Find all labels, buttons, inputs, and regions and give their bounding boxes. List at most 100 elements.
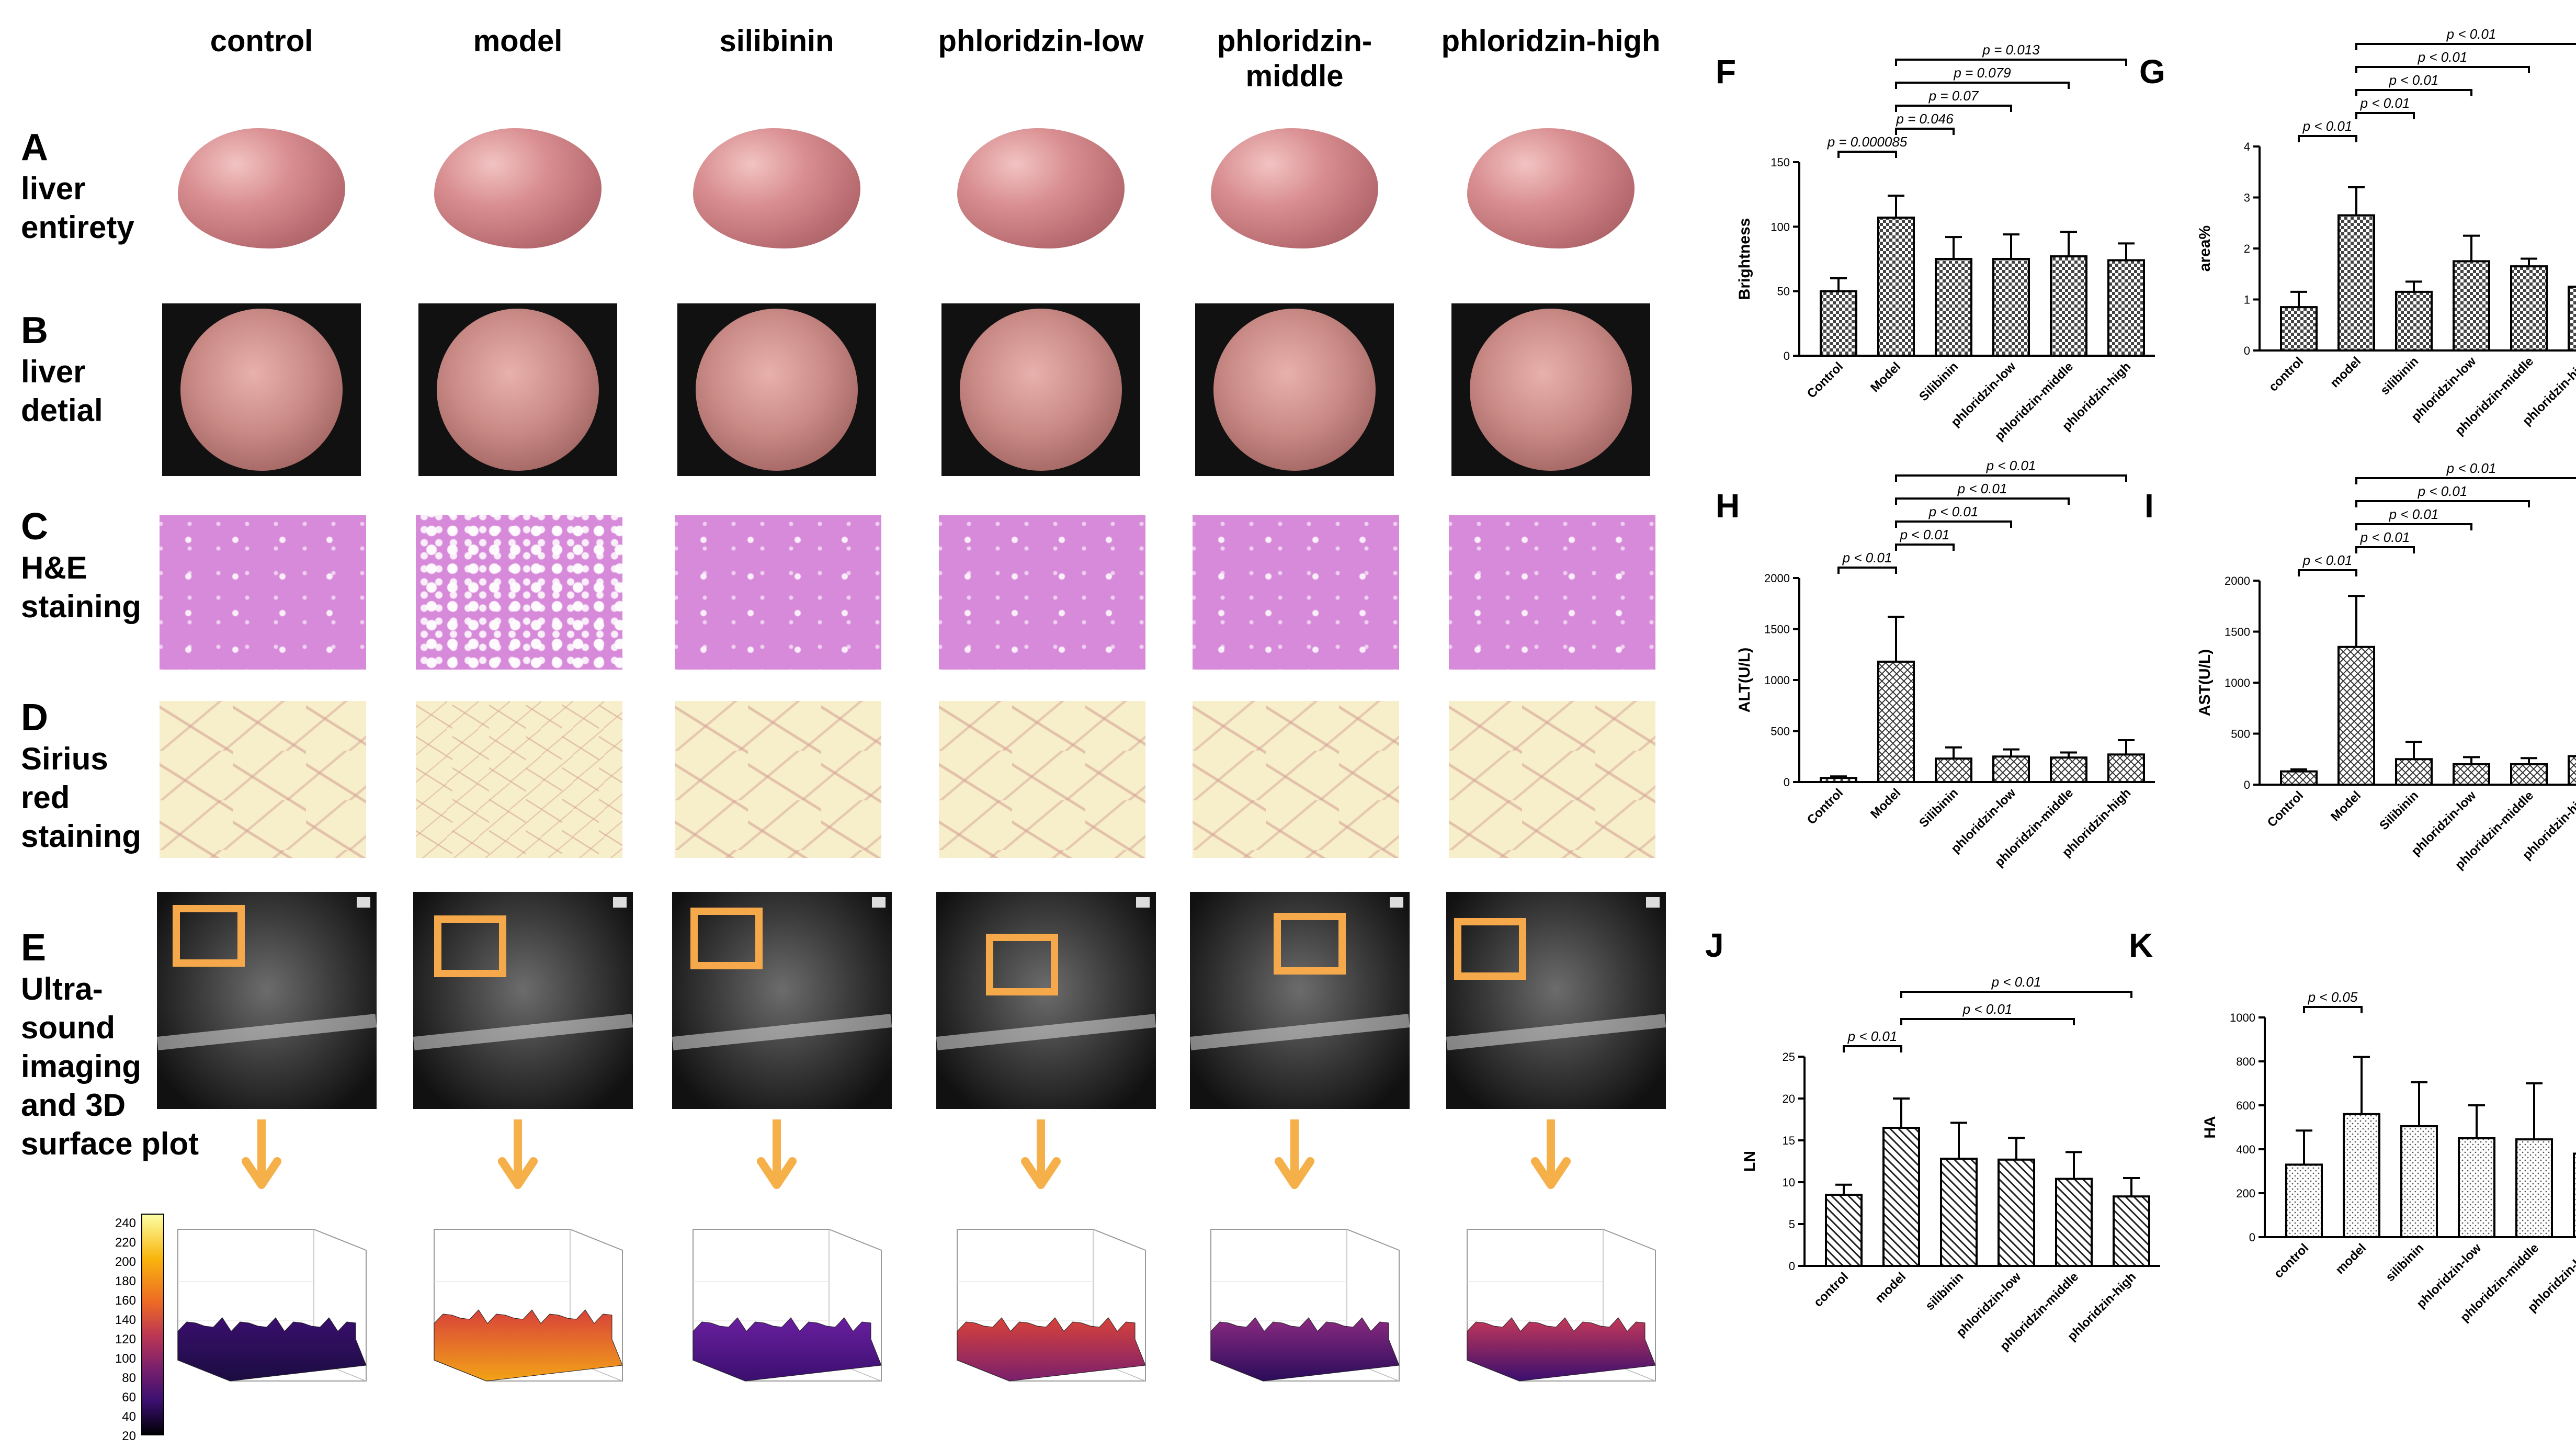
p-value-label: p < 0.01	[2360, 95, 2410, 111]
he-stain-image-phloridzin-middle	[1193, 515, 1399, 670]
row-label-line: Sirius	[21, 741, 108, 776]
surface-plot-phloridzin-low	[957, 1229, 1146, 1382]
row-label-line: entirety	[21, 210, 134, 245]
y-tick-label: 200	[2236, 1187, 2255, 1200]
p-value-label: p < 0.01	[2446, 460, 2496, 476]
roi-box	[690, 908, 763, 969]
colorbar-tick: 60	[122, 1390, 136, 1405]
y-axis-label: HA	[2201, 1116, 2219, 1138]
roi-box	[986, 934, 1058, 995]
sirius-red-image-phloridzin-high	[1449, 701, 1655, 858]
row-label-e: E Ultra-sound imaging and 3D surface plot	[21, 926, 199, 1163]
p-value-label: p < 0.01	[1900, 527, 1950, 542]
sirius-red-image-phloridzin-middle	[1193, 701, 1399, 858]
bar	[2055, 1178, 2093, 1267]
down-arrow-icon	[242, 1119, 281, 1189]
panel-letter-h: H	[1716, 487, 1740, 525]
x-tick-label: phloridzin-low	[2409, 788, 2479, 858]
roi-box	[1274, 913, 1346, 975]
colorbar-tick: 20	[122, 1429, 136, 1443]
x-tick-label: control	[2266, 354, 2307, 394]
liver-entirety-photo-phloridzin-high	[1451, 102, 1650, 275]
he-stain-image-control	[160, 515, 366, 670]
he-stain-image-phloridzin-high	[1449, 515, 1655, 670]
y-tick-label: 0	[1784, 776, 1790, 789]
surface-plot-phloridzin-middle	[1210, 1229, 1400, 1382]
x-tick-label: phloridzin-middle	[2458, 1241, 2542, 1325]
y-tick-label: 1	[2244, 293, 2250, 307]
colorbar-tick: 120	[115, 1332, 136, 1346]
colorbar	[141, 1214, 164, 1435]
bar	[2510, 265, 2548, 352]
column-header-phloridzin-low: phloridzin-low	[938, 24, 1144, 58]
p-value-label: p < 0.01	[2389, 72, 2439, 88]
significance-bracket	[2355, 546, 2415, 553]
bar	[1935, 258, 1972, 357]
bar	[2453, 763, 2490, 786]
column-header-phloridzin-middle: phloridzin-middle	[1217, 24, 1372, 93]
y-tick-label: 4	[2244, 140, 2250, 153]
y-tick-label: 1000	[2225, 676, 2250, 689]
panel-letter-f: F	[1716, 53, 1737, 90]
x-tick-label: phloridzin-middle	[1998, 1270, 2082, 1354]
row-letter: B	[21, 310, 48, 352]
x-tick-label: Model	[1868, 359, 1903, 395]
significance-bracket	[1895, 59, 2127, 66]
x-tick-label: phloridzin-high	[2060, 359, 2134, 434]
y-tick-label: 0	[2244, 778, 2250, 791]
y-tick-label: 2	[2244, 242, 2250, 255]
y-axis-label: ALT(U/L)	[1736, 648, 1753, 712]
significance-bracket	[2355, 43, 2576, 50]
y-axis-label: area%	[2196, 225, 2214, 271]
bar	[2515, 1138, 2553, 1239]
x-tick-label: Control	[2265, 788, 2306, 830]
row-label-line: H&E	[21, 550, 87, 585]
y-tick-label: 0	[1789, 1260, 1795, 1273]
row-label-line: liver	[21, 171, 86, 206]
row-label-line: liver	[21, 354, 86, 389]
p-value-label: p = 0.079	[1953, 65, 2011, 81]
p-value-label: p < 0.01	[1957, 481, 2007, 496]
row-letter: D	[21, 697, 48, 739]
ultrasound-image-phloridzin-high	[1446, 892, 1666, 1109]
colorbar-tick: 160	[115, 1294, 136, 1308]
colorbar-tick: 80	[122, 1371, 136, 1385]
x-tick-label: model	[2333, 1241, 2369, 1277]
x-tick-label: phloridzin-middle	[1992, 786, 2076, 870]
p-value-label: p = 0.000085	[1827, 134, 1908, 150]
sirius-red-image-phloridzin-low	[939, 701, 1145, 858]
row-label-line: red	[21, 780, 70, 815]
x-tick-label: silibinin	[2378, 354, 2421, 398]
p-value-label: p = 0.046	[1896, 111, 1954, 127]
significance-bracket	[1895, 82, 2070, 89]
row-label-line: surface plot	[21, 1126, 199, 1161]
x-tick-label: Silibinin	[1916, 786, 1961, 830]
colorbar-tick: 40	[122, 1410, 136, 1424]
significance-bracket	[1895, 474, 2127, 482]
liver-entirety-photo-control	[162, 102, 361, 275]
column-header-phloridzin-high: phloridzin-high	[1441, 24, 1661, 58]
liver-entirety-photo-model	[418, 102, 617, 275]
bar	[1820, 290, 1857, 357]
down-arrow-icon	[1021, 1119, 1061, 1189]
row-letter: A	[21, 127, 48, 168]
bar	[2337, 646, 2375, 786]
panel-letter-g: G	[2139, 53, 2165, 90]
p-value-label: p = 0.013	[1982, 42, 2040, 58]
p-value-label: p < 0.01	[1986, 458, 2036, 473]
row-letter: E	[21, 927, 47, 969]
bar	[2280, 306, 2318, 352]
bar	[2400, 1125, 2438, 1238]
y-tick-label: 1500	[2225, 626, 2250, 639]
bar	[2568, 755, 2576, 786]
row-label-line: detial	[21, 393, 103, 428]
row-label-line: staining	[21, 819, 142, 854]
colorbar-tick: 220	[115, 1236, 136, 1250]
down-arrow-icon	[757, 1119, 797, 1189]
y-tick-label: 150	[1771, 156, 1790, 169]
y-tick-label: 5	[1789, 1218, 1795, 1231]
roi-box	[434, 915, 506, 977]
column-header-control: control	[210, 24, 313, 58]
sirius-red-image-model	[416, 701, 622, 858]
he-stain-image-phloridzin-low	[939, 515, 1145, 670]
